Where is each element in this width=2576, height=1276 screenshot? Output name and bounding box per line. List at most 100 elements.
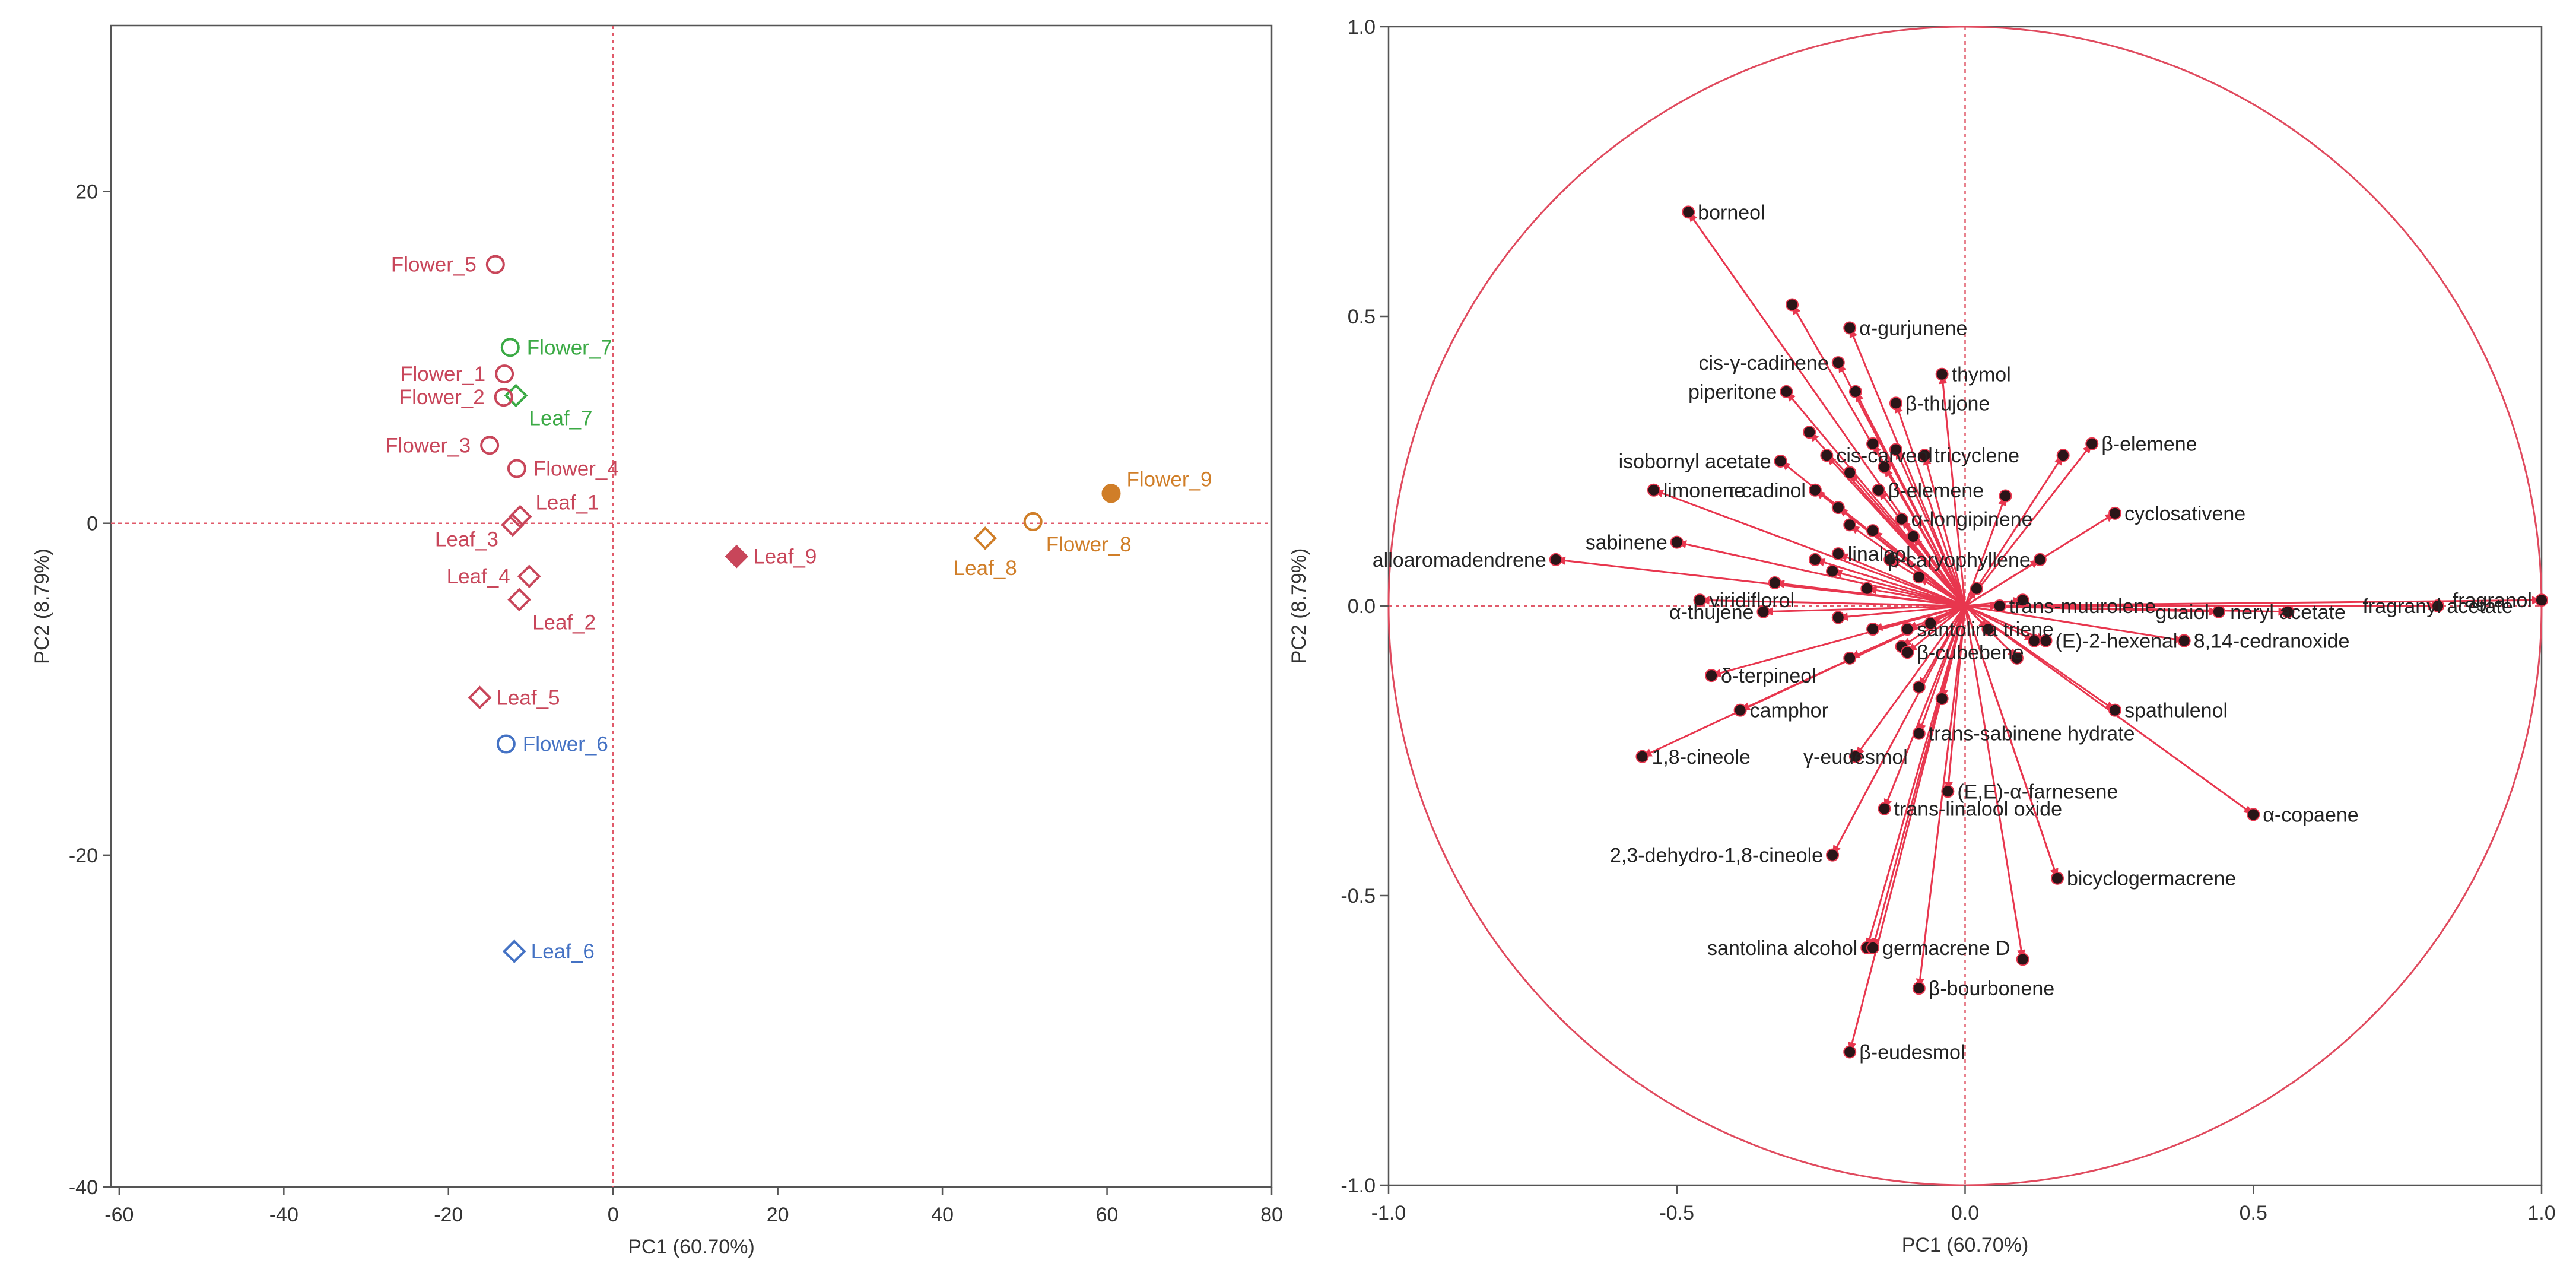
loading-label: guaiol — [2155, 601, 2209, 624]
loading-label: trans-muurolene — [2009, 595, 2156, 618]
loading-label: limonene — [1663, 480, 1745, 502]
loading-unlabeled-point — [1831, 611, 1845, 624]
loading-unlabeled-point — [1878, 460, 1891, 474]
loading-y-tick-label: 0.0 — [1348, 595, 1376, 618]
loading-19-vector — [1965, 599, 2542, 607]
loading-label: α-longipinene — [1911, 509, 2033, 531]
loading-2-vector — [1941, 374, 1966, 607]
loading-27-point — [1901, 623, 1914, 636]
score-point-flower-1 — [495, 364, 514, 384]
score-point-leaf-9 — [725, 544, 749, 569]
loading-43-vector — [1918, 605, 1966, 989]
loading-3-point — [1831, 356, 1845, 370]
loading-x-axis-label: PC1 (60.70%) — [1902, 1234, 2029, 1256]
score-point-flower-4 — [507, 459, 526, 478]
loading-35-point — [1848, 750, 1862, 763]
score-point-leaf-2 — [507, 588, 531, 612]
loading-43-point — [1912, 982, 1926, 995]
loading-label: viridiflorol — [1710, 589, 1795, 612]
loading-unlabeled-point — [1826, 564, 1840, 578]
loading-unlabeled-point — [1848, 385, 1862, 398]
loading-label: alloaromadendrene — [1373, 549, 1546, 572]
score-plot-frame — [110, 24, 1273, 1188]
loading-30-vector — [1907, 605, 1966, 653]
loading-label: spathulenol — [2124, 700, 2228, 722]
loading-label: cyclosativene — [2124, 503, 2245, 525]
loading-29-vector — [1711, 605, 1965, 677]
score-x-tick-label: 40 — [931, 1204, 954, 1226]
loading-label: sabinene — [1586, 532, 1667, 554]
loading-6-point — [2085, 437, 2099, 450]
score-point-flower-8 — [1023, 512, 1043, 531]
loading-y-tick-label: -1.0 — [1341, 1175, 1376, 1197]
score-point-leaf-3 — [501, 513, 525, 537]
loading-33-point — [1912, 726, 1926, 740]
loading-label: tricyclene — [1934, 445, 2019, 467]
loading-0-point — [1682, 205, 1695, 219]
loading-label: trans-linalool oxide — [1894, 798, 2062, 821]
loading-y-axis-label: PC2 (8.79%) — [1288, 548, 1310, 664]
score-point-flower-2 — [494, 388, 513, 407]
loading-unlabeled-point — [1970, 582, 1983, 595]
score-point-label: Leaf_3 — [435, 528, 498, 551]
loading-19-point — [2535, 593, 2548, 607]
loading-unlabeled-point — [1999, 489, 2012, 503]
loading-unlabeled-point — [1803, 426, 1816, 439]
loading-29-point — [1705, 669, 1719, 683]
loading-42-point — [1866, 941, 1880, 954]
loading-23-point — [2212, 605, 2225, 618]
loading-unlabeled-point — [1860, 582, 1874, 595]
score-x-tick-label: -60 — [104, 1204, 134, 1226]
score-y-axis-label: PC2 (8.79%) — [31, 548, 53, 664]
loading-label: fragranol — [2453, 589, 2532, 612]
loading-38-point — [1878, 802, 1891, 815]
loading-label: borneol — [1698, 201, 1765, 224]
pca-loading-plot: -1.0 -0.5 0.0 0.5 1.0 1.0 0.5 0.0 -0.5 -1.0 PC1 (6… — [1288, 16, 2556, 1256]
loading-label: isobornyl acetate — [1619, 450, 1771, 473]
score-point-flower-7 — [500, 338, 520, 357]
loading-label: piperitone — [1688, 381, 1777, 404]
loading-21-point — [1693, 593, 1707, 607]
loading-8-vector — [1826, 455, 1966, 607]
loading-label: β-eudesmol — [1859, 1042, 1965, 1064]
loading-unlabeled-point — [1808, 553, 1822, 566]
loading-14-point — [2108, 506, 2122, 520]
score-x-tick-label: -20 — [434, 1204, 463, 1226]
loading-22-point — [1993, 599, 2006, 612]
loading-unlabeled-vector — [1849, 524, 1966, 607]
loading-unlabeled-point — [1889, 443, 1902, 456]
score-point-label: Flower_1 — [400, 363, 485, 386]
loading-unlabeled-vector — [1964, 455, 2064, 607]
loading-unlabeled-point — [1843, 518, 1857, 532]
loading-unlabeled-point — [1831, 501, 1845, 515]
loading-unlabeled-point — [1866, 623, 1880, 636]
score-point-leaf-8 — [973, 526, 998, 550]
loading-10-vector — [1653, 489, 1966, 607]
loading-20-vector — [1555, 558, 1965, 607]
loading-label: santolina triene — [1917, 618, 2054, 641]
score-point-label: Leaf_2 — [532, 611, 596, 634]
loading-y-tick-label: -0.5 — [1341, 885, 1376, 907]
loading-unlabeled-vector — [1815, 558, 1965, 607]
score-point-label: Leaf_4 — [447, 565, 510, 588]
score-point-label: Flower_3 — [385, 434, 471, 457]
loading-37-point — [2247, 808, 2260, 821]
loading-label: bicyclogermacrene — [2067, 868, 2236, 890]
score-point-label: Leaf_9 — [753, 545, 817, 569]
loading-label: cis-carveol — [1836, 445, 1932, 467]
loading-7-point — [1774, 455, 1787, 468]
loading-points — [1549, 205, 2548, 1059]
loading-label: fragranyl acetate — [2362, 595, 2513, 618]
score-point-label: Flower_5 — [391, 253, 477, 277]
score-point-label: Leaf_1 — [535, 491, 599, 515]
loading-label: camphor — [1750, 700, 1828, 722]
loading-label: α-copaene — [2263, 804, 2358, 826]
score-point-leaf-6 — [502, 939, 526, 963]
loading-x-tick-label: 0.0 — [1951, 1202, 1979, 1224]
loading-y-tick-label: 1.0 — [1348, 16, 1376, 39]
loading-39-point — [1826, 848, 1840, 862]
loading-unlabeled-point — [1866, 524, 1880, 538]
loading-label: γ-eudesmol — [1803, 746, 1908, 769]
loading-13-point — [1895, 512, 1908, 526]
